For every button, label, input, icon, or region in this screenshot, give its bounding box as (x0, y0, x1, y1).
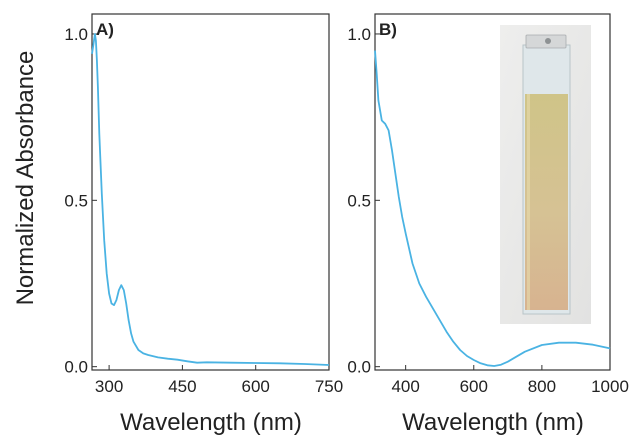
panel-a-y-ticks: 0.0 0.5 1.0 (64, 25, 97, 377)
panel-a-y-tick-label: 0.0 (64, 358, 88, 377)
panel-a-y-tick-label: 0.5 (64, 191, 88, 210)
panel-b-x-axis-title: Wavelength (nm) (402, 409, 584, 436)
cuvette-photo (500, 25, 591, 324)
panel-a-y-tick-label: 1.0 (64, 25, 88, 44)
panel-a-x-tick-label: 450 (168, 377, 196, 396)
panel-a-label: A) (96, 20, 114, 39)
cuvette-liquid-highlight (527, 94, 530, 310)
panel-b-label: B) (379, 20, 397, 39)
panel-a-x-tick-label: 300 (95, 377, 123, 396)
panel-b-y-tick-label: 1.0 (347, 25, 371, 44)
panel-a-frame (91, 13, 330, 371)
panel-b-x-tick-label: 1000 (591, 377, 629, 396)
panel-b-x-tick-label: 800 (528, 377, 556, 396)
panel-a: A) 0.0 0.5 1.0 300 450 600 750 Wavelength (nm… (64, 13, 343, 436)
panel-a-x-ticks: 300 450 600 750 (95, 365, 343, 396)
panel-b-x-tick-label: 400 (391, 377, 419, 396)
panel-b-x-ticks: 400 600 800 1000 (391, 365, 629, 396)
y-axis-title: Normalized Absorbance (12, 51, 39, 306)
cuvette-liquid (525, 94, 568, 310)
panel-a-series-line (91, 33, 330, 366)
panel-b-series-line (374, 50, 611, 367)
panel-b-y-ticks: 0.0 0.5 1.0 (347, 25, 380, 377)
panel-b-frame (374, 13, 611, 371)
panel-a-x-tick-label: 600 (242, 377, 270, 396)
panel-b-y-tick-label: 0.0 (347, 358, 371, 377)
panel-b: B) 0.0 0.5 1.0 400 600 800 1000 (347, 13, 629, 436)
panel-b-y-tick-label: 0.5 (347, 191, 371, 210)
panel-a-x-axis-title: Wavelength (nm) (120, 409, 302, 436)
panel-a-x-tick-label: 750 (315, 377, 343, 396)
panel-b-x-tick-label: 600 (460, 377, 488, 396)
cuvette-cap-mark (545, 38, 551, 44)
